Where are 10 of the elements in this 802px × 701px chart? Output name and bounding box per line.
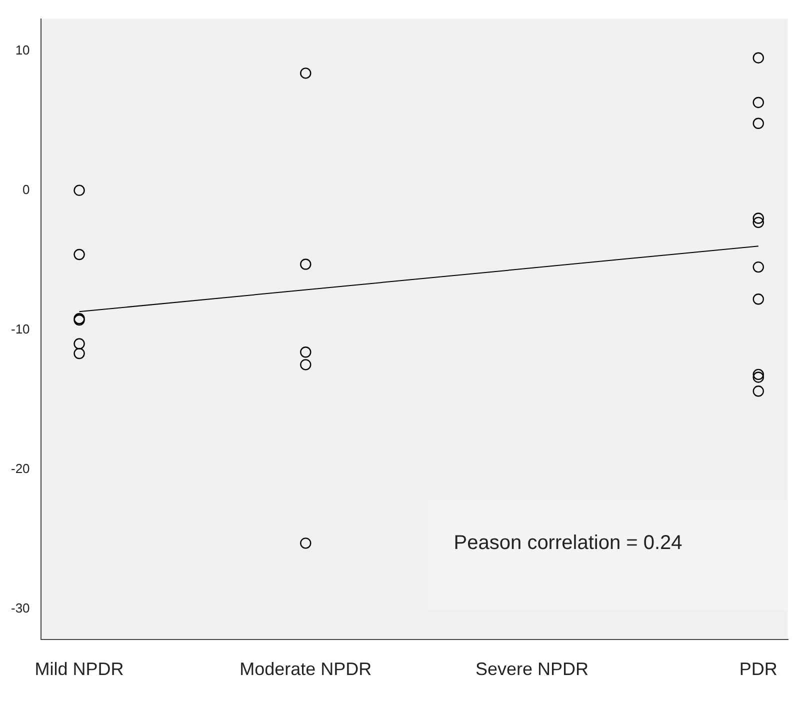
y-tick-label: -10 — [10, 321, 30, 336]
y-tick-label: -20 — [10, 460, 30, 476]
y-tick-label: 0 — [22, 182, 30, 197]
x-tick-label: PDR — [739, 659, 778, 680]
y-tick-label: 10 — [15, 42, 30, 58]
x-tick-label: Mild NPDR — [34, 659, 124, 680]
x-tick-label: Moderate NPDR — [240, 659, 372, 680]
y-tick-label: -30 — [10, 600, 30, 616]
x-tick-label: Severe NPDR — [475, 659, 589, 680]
annotation: Peason correlation = 0.24 — [454, 532, 682, 554]
